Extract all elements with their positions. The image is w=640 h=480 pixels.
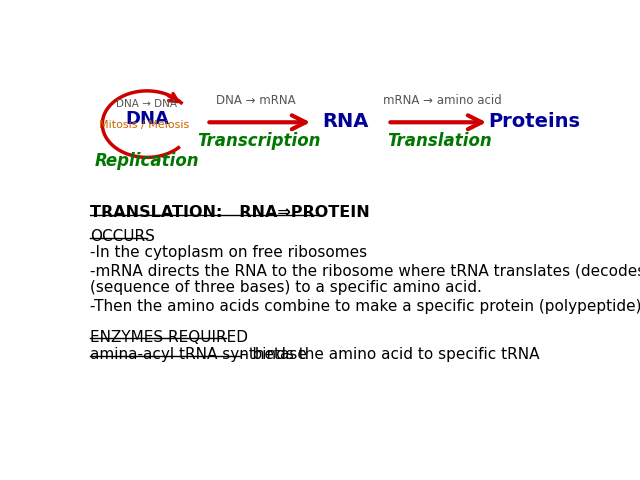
Text: (sequence of three bases) to a specific amino acid.: (sequence of three bases) to a specific … — [90, 280, 482, 295]
Text: TRANSLATION:   RNA⇒PROTEIN: TRANSLATION: RNA⇒PROTEIN — [90, 205, 370, 220]
Text: OCCURS: OCCURS — [90, 229, 155, 244]
Text: Mitosis / Meiosis: Mitosis / Meiosis — [99, 120, 189, 130]
Text: Proteins: Proteins — [488, 112, 580, 131]
Text: -mRNA directs the RNA to the ribosome where tRNA translates (decodes) the codon: -mRNA directs the RNA to the ribosome wh… — [90, 263, 640, 278]
Text: -Then the amino acids combine to make a specific protein (polypeptide).: -Then the amino acids combine to make a … — [90, 299, 640, 313]
Text: RNA: RNA — [322, 112, 369, 131]
Text: Translation: Translation — [387, 132, 492, 150]
Text: -In the cytoplasm on free ribosomes: -In the cytoplasm on free ribosomes — [90, 245, 367, 260]
Text: DNA: DNA — [125, 110, 169, 128]
Text: ENZYMES REQUIRED: ENZYMES REQUIRED — [90, 330, 248, 345]
Text: DNA → DNA: DNA → DNA — [116, 99, 177, 109]
Text: – binds the amino acid to specific tRNA: – binds the amino acid to specific tRNA — [240, 348, 540, 362]
Text: Replication: Replication — [95, 152, 199, 170]
Text: amina-acyl tRNA synthetase: amina-acyl tRNA synthetase — [90, 348, 312, 362]
Text: Transcription: Transcription — [197, 132, 320, 150]
Text: mRNA → amino acid: mRNA → amino acid — [383, 94, 502, 107]
Text: DNA → mRNA: DNA → mRNA — [216, 94, 296, 107]
